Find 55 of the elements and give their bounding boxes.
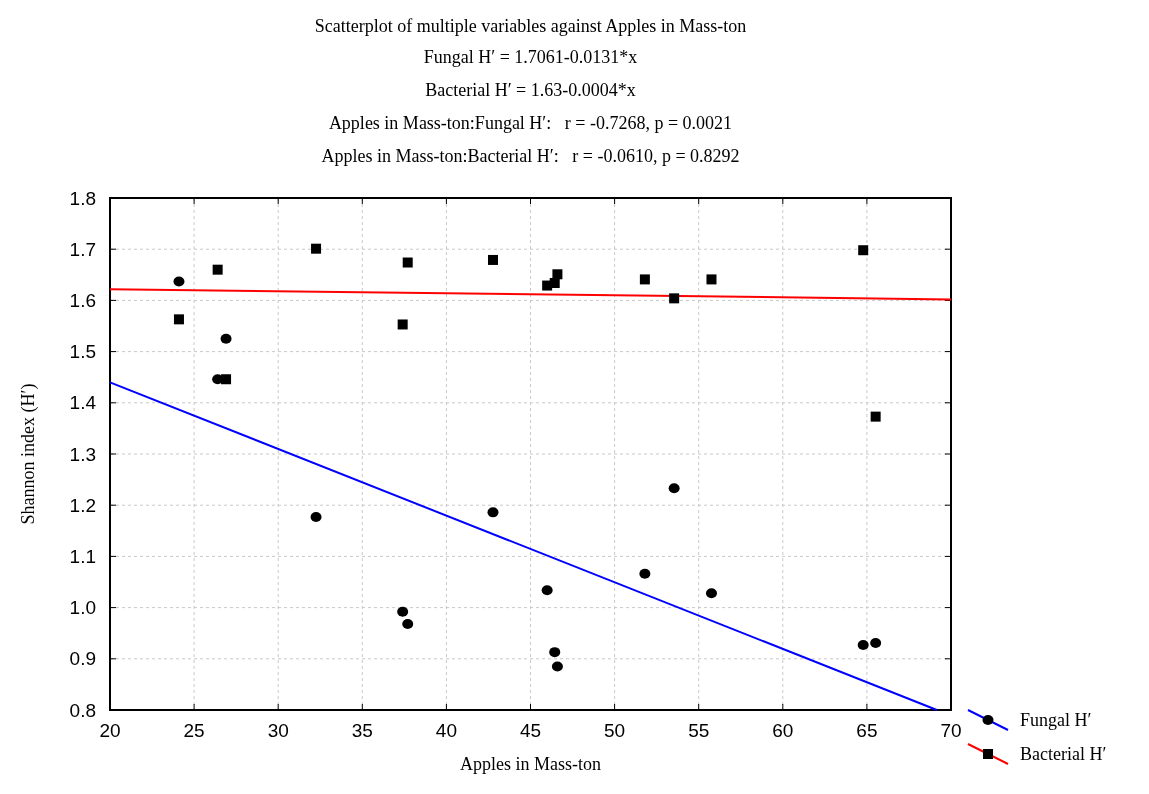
point <box>549 647 561 658</box>
point <box>706 274 717 285</box>
point <box>870 411 881 422</box>
y-tick-label: 1.3 <box>69 443 96 465</box>
point <box>858 245 869 256</box>
point <box>311 243 322 254</box>
x-tick-label: 60 <box>772 720 794 741</box>
x-tick-label: 45 <box>519 720 542 741</box>
point <box>221 374 232 385</box>
y-tick-label: 1.4 <box>69 392 97 414</box>
point <box>487 254 498 265</box>
x-tick-label: 65 <box>856 720 878 741</box>
x-tick-label: 40 <box>435 720 457 741</box>
point <box>487 507 499 518</box>
y-tick-label: 1.0 <box>69 597 96 619</box>
point <box>212 264 223 275</box>
point <box>668 483 680 494</box>
y-tick-label: 1.8 <box>69 187 96 209</box>
y-tick-label: 1.5 <box>69 341 96 363</box>
point <box>639 274 650 285</box>
point <box>870 637 882 648</box>
y-tick-label: 0.8 <box>69 699 96 721</box>
x-tick-label: 70 <box>940 720 962 741</box>
point <box>173 314 184 325</box>
point <box>402 618 414 629</box>
point <box>397 606 409 617</box>
point <box>552 269 563 280</box>
y-tick-label: 1.7 <box>69 238 96 260</box>
y-tick-label: 1.1 <box>69 546 96 568</box>
y-tick-label: 0.9 <box>69 648 96 670</box>
point <box>397 319 408 330</box>
chart-subtitle: Fungal H′ = 1.7061-0.0131*x Bacterial H′ = 1.63-0.0004*x Apples in Mass-ton:Fungal H′: r = -0.7268, p = 0.0021 Apples in Mass-ton:Bacterial H′: r = -0.0610, p = 0.8292 <box>321 47 740 166</box>
x-tick-label: 25 <box>183 720 205 741</box>
point <box>669 293 680 304</box>
point <box>173 276 185 287</box>
chart-title: Scatterplot of multiple variables against Apples in Mass-ton <box>314 16 747 36</box>
x-tick-label: 35 <box>351 720 373 741</box>
point <box>402 257 413 268</box>
y-axis-title: Shannon index (H′) <box>18 383 39 525</box>
point <box>639 568 651 579</box>
x-tick-label: 20 <box>99 720 121 741</box>
point <box>705 588 717 599</box>
y-tick-label: 1.2 <box>69 494 96 516</box>
point <box>551 661 563 672</box>
point <box>220 333 232 344</box>
x-axis-title: Apples in Mass-ton <box>460 754 601 774</box>
point <box>857 639 869 650</box>
legend-label: Fungal H′ <box>1020 710 1092 731</box>
x-tick-label: 30 <box>267 720 289 741</box>
y-tick-label: 1.6 <box>69 290 96 312</box>
legend-label: Bacterial H′ <box>1020 744 1107 765</box>
point <box>541 585 553 596</box>
x-tick-label: 55 <box>688 720 710 741</box>
point <box>310 511 322 522</box>
x-tick-label: 50 <box>604 720 626 741</box>
